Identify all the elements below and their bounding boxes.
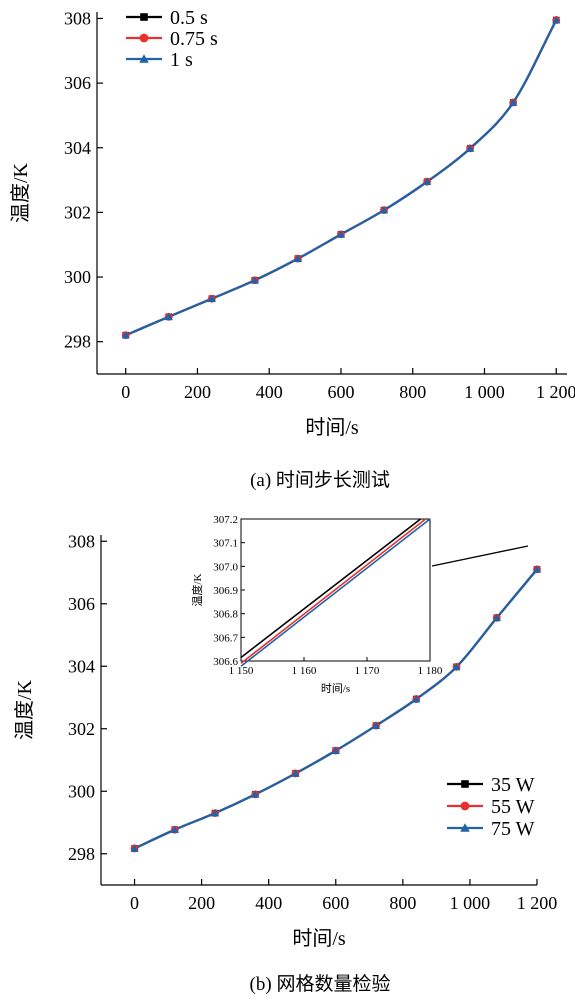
inset-pointer-line: [431, 545, 529, 567]
x-tick-label: 1 200: [517, 893, 558, 913]
data-point-3: [466, 144, 475, 152]
y-tick-label: 306: [68, 594, 95, 614]
legend-label: 35 W: [491, 774, 535, 796]
x-tick-label: 200: [188, 893, 215, 913]
x-tick-label: 600: [327, 382, 354, 402]
y-tick-label: 306: [64, 73, 91, 93]
data-point-3: [130, 844, 139, 852]
inset-y-tick-label: 306.7: [213, 632, 238, 644]
y-tick-label: 308: [68, 531, 95, 551]
data-point-3: [379, 206, 389, 214]
x-axis-label: 时间/s: [292, 927, 346, 950]
legend-marker: [461, 780, 469, 788]
inset-y-tick-label: 306.8: [213, 609, 238, 621]
x-tick-label: 1 200: [536, 382, 575, 402]
y-axis-label: 温度/K: [9, 162, 32, 223]
caption-b: (b) 网格数量检验: [250, 973, 391, 995]
legend-marker: [140, 13, 148, 21]
data-point-3: [251, 790, 260, 798]
x-tick-label: 1 000: [450, 893, 491, 913]
legend-marker: [139, 33, 149, 43]
legend-label: 1 s: [170, 49, 193, 71]
x-tick-label: 200: [184, 382, 211, 402]
y-tick-label: 304: [64, 138, 91, 158]
chart-b: 0 200 400 600 800 1 000 1 200 298 300 302 304 306 30…: [13, 514, 557, 950]
x-tick-label: 400: [255, 893, 282, 913]
y-tick-label: 302: [68, 719, 95, 739]
data-point-3: [371, 721, 381, 729]
inset-y-axis-label: 温度/K: [190, 573, 204, 606]
data-point-3: [422, 177, 432, 185]
y-tick-label: 304: [68, 656, 95, 676]
legend-marker: [139, 54, 149, 63]
data-point-3: [121, 331, 130, 339]
inset-x-tick-label: 1 150: [229, 665, 254, 677]
legend-label: 75 W: [491, 818, 535, 840]
inset-series-line-3: [240, 518, 431, 667]
data-point-3: [336, 230, 346, 238]
x-tick-label: 1 000: [464, 382, 505, 402]
data-point-3: [509, 98, 518, 106]
data-point-3: [452, 662, 461, 671]
data-point-3: [331, 746, 340, 754]
inset-x-tick-label: 1 180: [418, 665, 443, 677]
y-tick-label: 298: [64, 332, 91, 352]
y-tick-label: 308: [64, 8, 91, 28]
legend-marker: [460, 823, 470, 832]
x-tick-label: 800: [389, 893, 416, 913]
data-point-3: [207, 294, 216, 302]
legend-label: 0.5 s: [170, 7, 208, 29]
data-point-3: [250, 276, 259, 284]
inset-y-tick-label: 307.1: [213, 538, 238, 550]
inset-series-line-2: [240, 518, 427, 664]
data-point-3: [293, 254, 303, 262]
data-point-3: [210, 809, 220, 817]
x-axis-label: 时间/s: [305, 416, 359, 439]
inset-x-tick-label: 1 160: [292, 665, 317, 677]
y-tick-label: 300: [64, 267, 91, 287]
legend-label: 55 W: [491, 796, 535, 818]
inset-x-tick-label: 1 170: [355, 665, 380, 677]
y-tick-label: 300: [68, 781, 95, 801]
x-tick-label: 800: [399, 382, 426, 402]
y-axis-label: 温度/K: [13, 679, 36, 740]
data-point-3: [291, 769, 300, 777]
inset-series-line-1: [240, 518, 422, 659]
inset-y-tick-label: 307.2: [213, 514, 238, 526]
chart-a: 0 200 400 600 800 1 000 1 200 298 300 302 304 306 30…: [9, 7, 575, 439]
legend-marker: [460, 801, 470, 811]
data-point-3: [532, 565, 542, 573]
data-point-3: [552, 15, 561, 24]
legend-label: 0.75 s: [170, 28, 218, 50]
data-point-3: [492, 613, 501, 622]
x-tick-label: 0: [130, 893, 139, 913]
data-point-3: [170, 825, 179, 833]
caption-a: (a) 时间步长测试: [250, 469, 390, 491]
inset-y-tick-label: 307.0: [213, 561, 238, 573]
x-tick-label: 600: [322, 893, 349, 913]
inset-y-tick-label: 306.6: [213, 656, 238, 668]
y-tick-label: 298: [68, 844, 95, 864]
data-point-3: [164, 312, 173, 321]
inset-x-axis-label: 时间/s: [321, 682, 350, 695]
x-tick-label: 0: [121, 382, 130, 402]
x-tick-label: 400: [256, 382, 283, 402]
y-tick-label: 302: [64, 202, 91, 222]
data-point-3: [412, 694, 421, 703]
inset-y-tick-label: 306.9: [213, 585, 238, 597]
